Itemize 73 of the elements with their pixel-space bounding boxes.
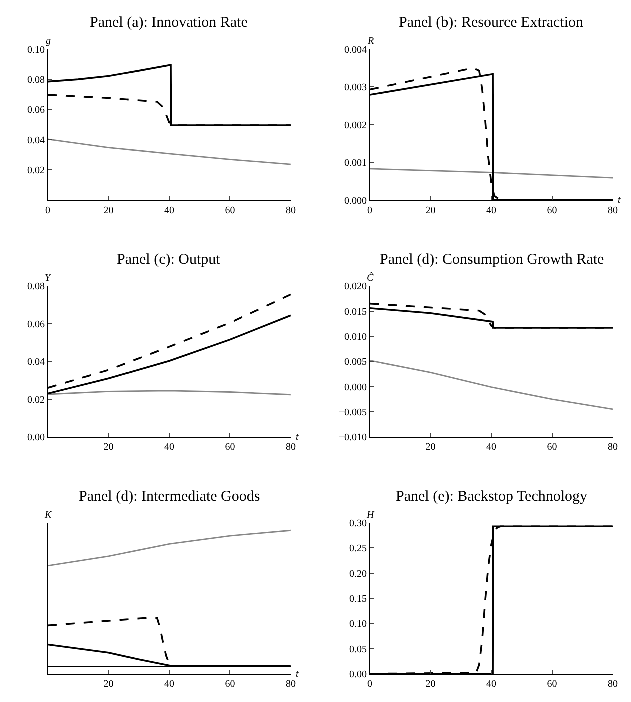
x-tick-label: 20 — [104, 205, 114, 216]
x-tick-label: 40 — [164, 442, 174, 454]
x-axis-title: t — [618, 195, 621, 206]
y-tick-label: 0.004 — [344, 44, 368, 56]
line-series — [370, 360, 613, 410]
y-tick-label: 0.001 — [344, 158, 368, 170]
y-tick-label: 0.020 — [344, 282, 368, 293]
x-tick-label: 40 — [164, 679, 174, 690]
chart-title: Panel (a): Innovation Rate — [90, 15, 248, 31]
x-tick-label: 20 — [426, 205, 436, 216]
y-tick-label: 0.04 — [28, 135, 45, 146]
chart-title: Panel (e): Backstop Technology — [396, 489, 588, 505]
x-tick-label: 60 — [547, 442, 558, 454]
x-tick-label: 40 — [486, 205, 497, 216]
y-tick-label: 0.02 — [28, 166, 45, 177]
x-tick-label: 0 — [368, 205, 373, 216]
x-tick-label: 40 — [164, 205, 174, 216]
y-tick-label: 0.15 — [350, 594, 368, 606]
x-axis-title: t — [296, 432, 299, 443]
y-tick-label: 0.003 — [344, 82, 368, 94]
x-tick-label: 60 — [225, 442, 236, 454]
y-tick-label: 0.25 — [350, 544, 368, 555]
x-tick-label: 80 — [608, 679, 618, 690]
x-tick-label: 60 — [225, 205, 236, 216]
chart-title: Panel (b): Resource Extraction — [399, 15, 584, 31]
y-tick-label: 0.06 — [28, 105, 45, 116]
y-axis-title: K — [44, 510, 53, 521]
x-tick-label: 80 — [286, 679, 296, 690]
y-axis-title: Ĉ — [367, 272, 374, 284]
y-tick-label: 0.20 — [350, 568, 368, 580]
chart-title: Panel (c): Output — [117, 252, 222, 268]
x-tick-label: 0 — [46, 205, 50, 216]
y-tick-label: 0.00 — [28, 432, 45, 444]
chart-title: Panel (d): Consumption Growth Rate — [380, 252, 604, 268]
y-tick-label: 0.02 — [28, 394, 45, 406]
x-tick-label: 20 — [104, 679, 114, 690]
y-tick-label: 0.015 — [344, 306, 368, 318]
x-axis-title: t — [296, 669, 299, 680]
y-axis-title: R — [367, 36, 374, 47]
y-tick-label: −0.010 — [338, 432, 368, 444]
x-tick-label: 20 — [426, 442, 436, 454]
line-series — [48, 138, 291, 166]
x-tick-label: 60 — [225, 679, 236, 690]
chart-title: Panel (d): Intermediate Goods — [79, 489, 260, 505]
y-tick-label: 0.000 — [344, 382, 368, 394]
y-tick-label: 0.08 — [28, 282, 45, 293]
y-tick-label: 0.00 — [350, 670, 368, 680]
y-tick-label: 0.06 — [28, 319, 45, 330]
x-tick-label: 0 — [368, 679, 373, 690]
y-axis-title: Y — [45, 273, 52, 284]
x-tick-label: 80 — [286, 205, 296, 216]
x-tick-label: 60 — [547, 205, 558, 216]
x-tick-label: 40 — [486, 442, 497, 454]
y-axis-title: g — [46, 36, 51, 47]
y-axis-title: H — [366, 510, 375, 521]
x-tick-label: 60 — [547, 679, 558, 690]
y-tick-label: 0.002 — [344, 120, 368, 132]
y-tick-label: 0.30 — [350, 518, 368, 530]
y-tick-label: 0.10 — [28, 44, 45, 56]
y-tick-label: 0.005 — [344, 357, 368, 368]
x-tick-label: 80 — [608, 205, 618, 216]
y-tick-label: 0.04 — [28, 357, 45, 368]
x-tick-label: 20 — [104, 442, 114, 454]
x-tick-label: 80 — [286, 442, 296, 454]
y-tick-label: −0.005 — [338, 407, 368, 418]
y-tick-label: 0.010 — [344, 332, 368, 344]
x-tick-label: 40 — [486, 679, 497, 690]
y-tick-label: 0.08 — [28, 75, 45, 86]
y-tick-label: 0.000 — [344, 196, 368, 207]
x-tick-label: 20 — [426, 679, 436, 690]
y-tick-label: 0.05 — [350, 644, 368, 656]
y-tick-label: 0.10 — [350, 619, 368, 630]
x-tick-label: 80 — [608, 442, 618, 454]
